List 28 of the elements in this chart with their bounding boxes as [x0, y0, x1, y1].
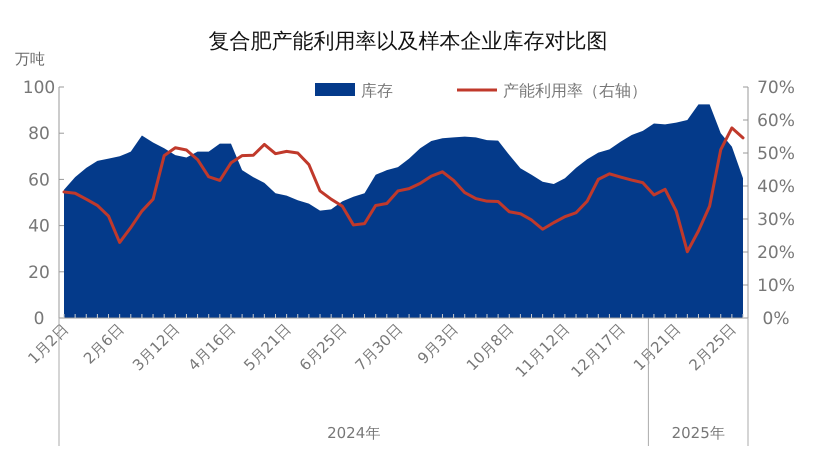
x-tick-label: 4月16日 [184, 320, 239, 374]
x-tick-label: 5月21日 [240, 320, 294, 374]
x-tick-label: 9月3日 [414, 320, 462, 368]
y2-tick-label: 60% [757, 111, 795, 131]
text: 2024年 [327, 424, 380, 442]
y-tick-label: 100 [22, 78, 56, 98]
y2-tick-label: 20% [757, 243, 795, 263]
y2-tick-label: 70% [757, 78, 795, 98]
y2-tick-label: 50% [757, 144, 795, 164]
y-tick-label: 80 [28, 124, 50, 144]
y2-tick-label: 0% [762, 309, 790, 329]
x-tick-label: 2月25日 [686, 320, 740, 374]
y2-tick-label: 10% [757, 276, 795, 296]
y-axis-title: 万吨 [15, 50, 45, 68]
legend-label: 库存 [361, 81, 393, 100]
x-tick-label: 6月25日 [296, 320, 350, 374]
y-tick-label: 0 [34, 309, 44, 329]
text: 2025年 [672, 424, 725, 442]
x-tick-label: 2月6日 [80, 320, 128, 368]
y2-tick-label: 30% [757, 210, 795, 230]
y2-tick-label: 40% [757, 177, 795, 197]
legend-label: 产能利用率（右轴） [503, 81, 647, 100]
y-tick-label: 40 [28, 216, 50, 237]
x-tick-label: 7月30日 [352, 320, 406, 374]
y-tick-label: 60 [28, 170, 50, 190]
x-tick-label: 3月12日 [128, 320, 184, 374]
chart-title: 复合肥产能利用率以及样本企业库存对比图 [208, 29, 608, 53]
y-tick-label: 20 [28, 262, 50, 283]
